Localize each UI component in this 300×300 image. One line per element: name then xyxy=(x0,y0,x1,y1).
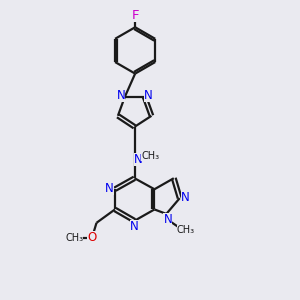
Text: N: N xyxy=(105,182,114,195)
Text: N: N xyxy=(130,220,139,233)
Text: CH₃: CH₃ xyxy=(177,225,195,235)
Text: O: O xyxy=(87,231,97,244)
Text: CH₃: CH₃ xyxy=(141,151,159,161)
Text: F: F xyxy=(131,10,139,22)
Text: N: N xyxy=(164,213,172,226)
Text: N: N xyxy=(116,89,125,102)
Text: N: N xyxy=(134,153,142,166)
Text: CH₃: CH₃ xyxy=(65,233,83,243)
Text: N: N xyxy=(144,89,153,102)
Text: N: N xyxy=(181,191,189,204)
